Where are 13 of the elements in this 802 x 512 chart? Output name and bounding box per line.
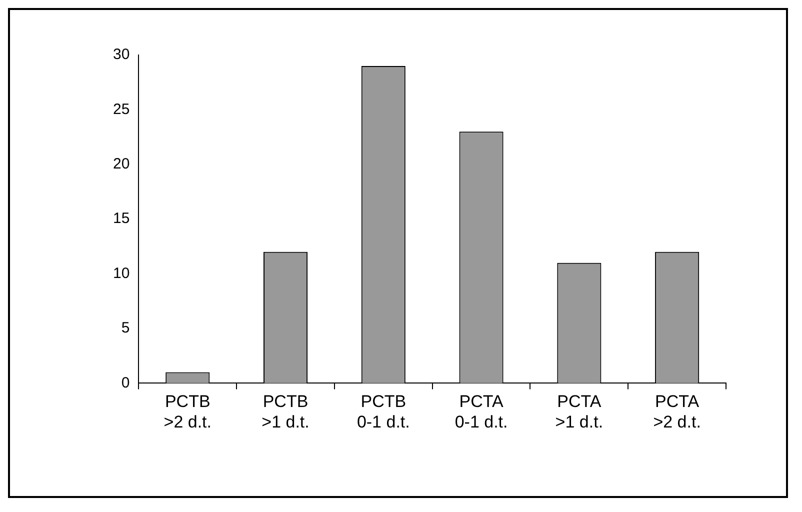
- x-tick-label: PCTB 0-1 d.t.: [356, 392, 410, 432]
- x-tick-label: PCTB >1 d.t.: [262, 392, 310, 432]
- x-tick-label: PCTA 0-1 d.t.: [454, 392, 508, 432]
- y-tick-label: 20: [112, 156, 130, 173]
- x-tick-label: PCTA >1 d.t.: [555, 392, 604, 432]
- x-tick-label: PCTA >2 d.t.: [653, 392, 701, 432]
- y-tick-label: 30: [112, 46, 130, 64]
- x-tick-label: PCTB >2 d.t.: [164, 392, 212, 432]
- y-tick-label: 10: [112, 264, 130, 282]
- y-tick-label: 5: [121, 320, 130, 337]
- y-tick-label: 0: [121, 374, 130, 392]
- y-tick-label: 15: [112, 210, 130, 228]
- y-tick-label: 25: [112, 100, 130, 118]
